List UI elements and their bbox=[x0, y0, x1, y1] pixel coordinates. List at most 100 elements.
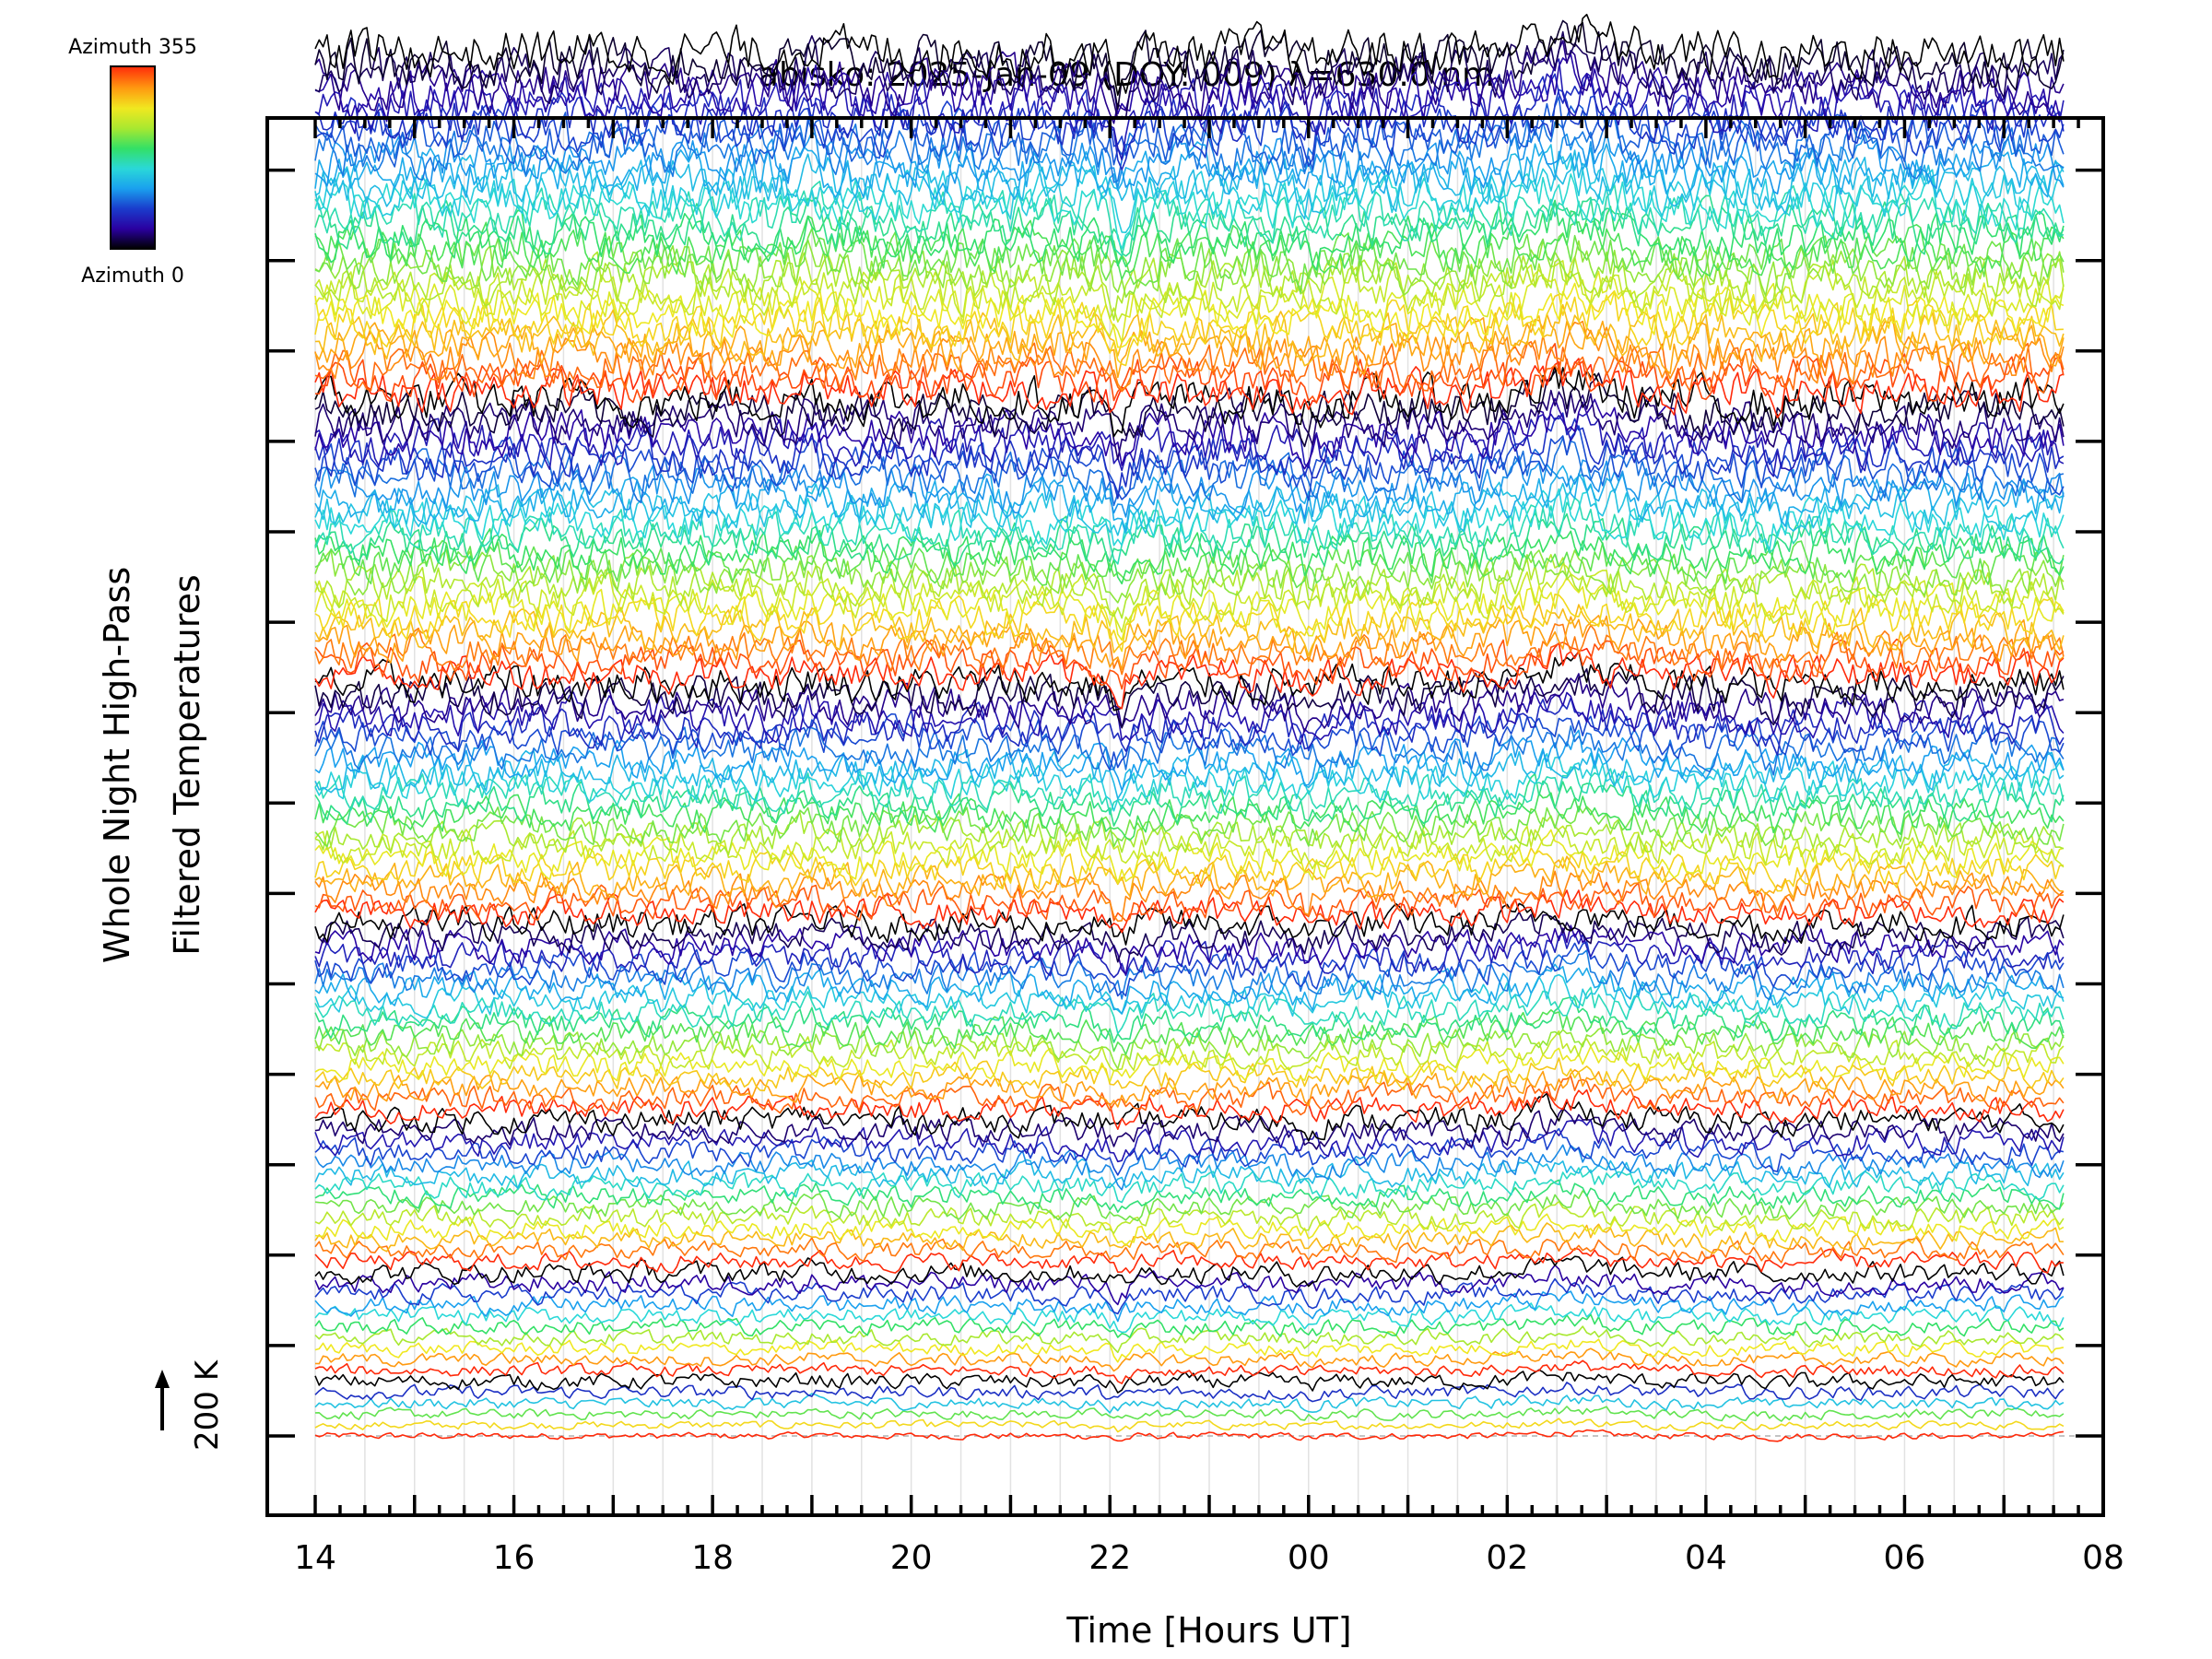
trace-line bbox=[314, 602, 2065, 656]
trace-line bbox=[314, 53, 2064, 127]
trace-line bbox=[314, 638, 2065, 690]
trace-line bbox=[314, 303, 2065, 367]
trace-line bbox=[314, 156, 2065, 233]
trace-line bbox=[314, 1069, 2065, 1108]
trace-line bbox=[314, 1265, 2065, 1306]
trace-line bbox=[314, 986, 2065, 1035]
y-axis-label-line2: Filtered Temperatures bbox=[167, 574, 207, 955]
trace-line bbox=[314, 766, 2065, 816]
trace-line bbox=[314, 1429, 2064, 1442]
trace-line bbox=[314, 941, 2065, 997]
trace-line bbox=[314, 465, 2065, 533]
trace-line bbox=[314, 1107, 2065, 1150]
trace-line bbox=[314, 996, 2065, 1043]
scale-label: 200 K bbox=[189, 1359, 226, 1451]
trace-line bbox=[314, 128, 2065, 194]
x-tick-label: 06 bbox=[1884, 1539, 1926, 1577]
trace-line bbox=[314, 1255, 2065, 1288]
trace-line bbox=[314, 341, 2065, 394]
trace-line bbox=[314, 365, 2065, 438]
trace-line bbox=[314, 40, 2065, 124]
trace-line bbox=[314, 548, 2065, 604]
x-tick-label: 08 bbox=[2082, 1539, 2124, 1577]
x-tick-label: 00 bbox=[1288, 1539, 1330, 1577]
x-tick-label: 04 bbox=[1685, 1539, 1727, 1577]
trace-line bbox=[314, 255, 2065, 323]
trace-line bbox=[314, 829, 2065, 885]
trace-line bbox=[314, 473, 2065, 536]
x-tick-label: 02 bbox=[1486, 1539, 1528, 1577]
trace-line bbox=[314, 313, 2065, 379]
trace-line bbox=[314, 1313, 2065, 1338]
trace-line bbox=[314, 58, 2065, 161]
x-tick-label: 20 bbox=[890, 1539, 933, 1577]
trace-line bbox=[314, 1190, 2065, 1222]
trace-line bbox=[314, 1167, 2065, 1204]
trace-line bbox=[314, 30, 2065, 121]
x-axis-label: Time [Hours UT] bbox=[1065, 1610, 1351, 1651]
trace-line bbox=[314, 949, 2065, 1001]
trace-line bbox=[314, 1382, 2065, 1403]
trace-line bbox=[314, 397, 2065, 470]
trace-line bbox=[314, 485, 2065, 551]
trace-line bbox=[314, 615, 2065, 671]
temperature-traces bbox=[314, 13, 2065, 1442]
trace-line bbox=[314, 289, 2064, 367]
trace-line bbox=[314, 1027, 2065, 1070]
colorbar-bottom-label: Azimuth 0 bbox=[81, 265, 184, 288]
trace-line bbox=[314, 1057, 2065, 1092]
x-tick-label: 14 bbox=[294, 1539, 336, 1577]
trace-line bbox=[314, 772, 2065, 827]
trace-line bbox=[314, 389, 2065, 461]
x-tick-label: 18 bbox=[691, 1539, 734, 1577]
trace-line bbox=[314, 623, 2065, 676]
trace-line bbox=[314, 526, 2065, 585]
trace-line bbox=[314, 1369, 2065, 1394]
trace-line bbox=[314, 1302, 2065, 1334]
trace-line bbox=[314, 1030, 2065, 1072]
trace-line bbox=[314, 412, 2065, 500]
trace-line bbox=[314, 1045, 2065, 1083]
trace-line bbox=[314, 251, 2065, 321]
trace-line bbox=[314, 180, 2065, 257]
trace-line bbox=[314, 973, 2065, 1019]
trace-line bbox=[314, 712, 2065, 771]
trace-line bbox=[314, 1247, 2064, 1274]
trace-line bbox=[314, 576, 2065, 641]
y-axis-label-line1: Whole Night High-Pass bbox=[97, 567, 137, 963]
trace-line bbox=[314, 753, 2065, 812]
x-tick-label: 22 bbox=[1088, 1539, 1131, 1577]
colorbar bbox=[110, 65, 156, 250]
trace-line bbox=[314, 641, 2065, 710]
scale-arrow bbox=[155, 1370, 170, 1430]
trace-line bbox=[314, 1076, 2065, 1116]
trace-line bbox=[314, 96, 2065, 171]
trace-line bbox=[314, 805, 2065, 848]
trace-line bbox=[314, 1237, 2065, 1264]
trace-line bbox=[314, 729, 2065, 792]
trace-line bbox=[314, 1290, 2065, 1323]
axis-ticks bbox=[267, 118, 2105, 1515]
trace-line bbox=[314, 1406, 2065, 1422]
trace-line bbox=[314, 1200, 2065, 1234]
trace-line bbox=[314, 1159, 2065, 1189]
trace-line bbox=[314, 114, 2065, 183]
trace-line bbox=[314, 1393, 2065, 1414]
trace-line bbox=[314, 1127, 2065, 1176]
trace-line bbox=[314, 1179, 2065, 1213]
trace-line bbox=[314, 747, 2065, 800]
trace-line bbox=[314, 933, 2065, 979]
trace-line bbox=[314, 911, 2065, 963]
colorbar-top-label: Azimuth 355 bbox=[68, 36, 197, 59]
trace-line bbox=[314, 1347, 2065, 1372]
trace-line bbox=[314, 889, 2065, 934]
trace-line bbox=[314, 855, 2064, 900]
x-tick-label: 16 bbox=[493, 1539, 535, 1577]
trace-line bbox=[314, 691, 2065, 746]
trace-line bbox=[314, 697, 2065, 757]
trace-line bbox=[314, 1009, 2065, 1055]
trace-line bbox=[314, 343, 2065, 404]
trace-line bbox=[314, 239, 2065, 299]
trace-line bbox=[314, 870, 2064, 923]
